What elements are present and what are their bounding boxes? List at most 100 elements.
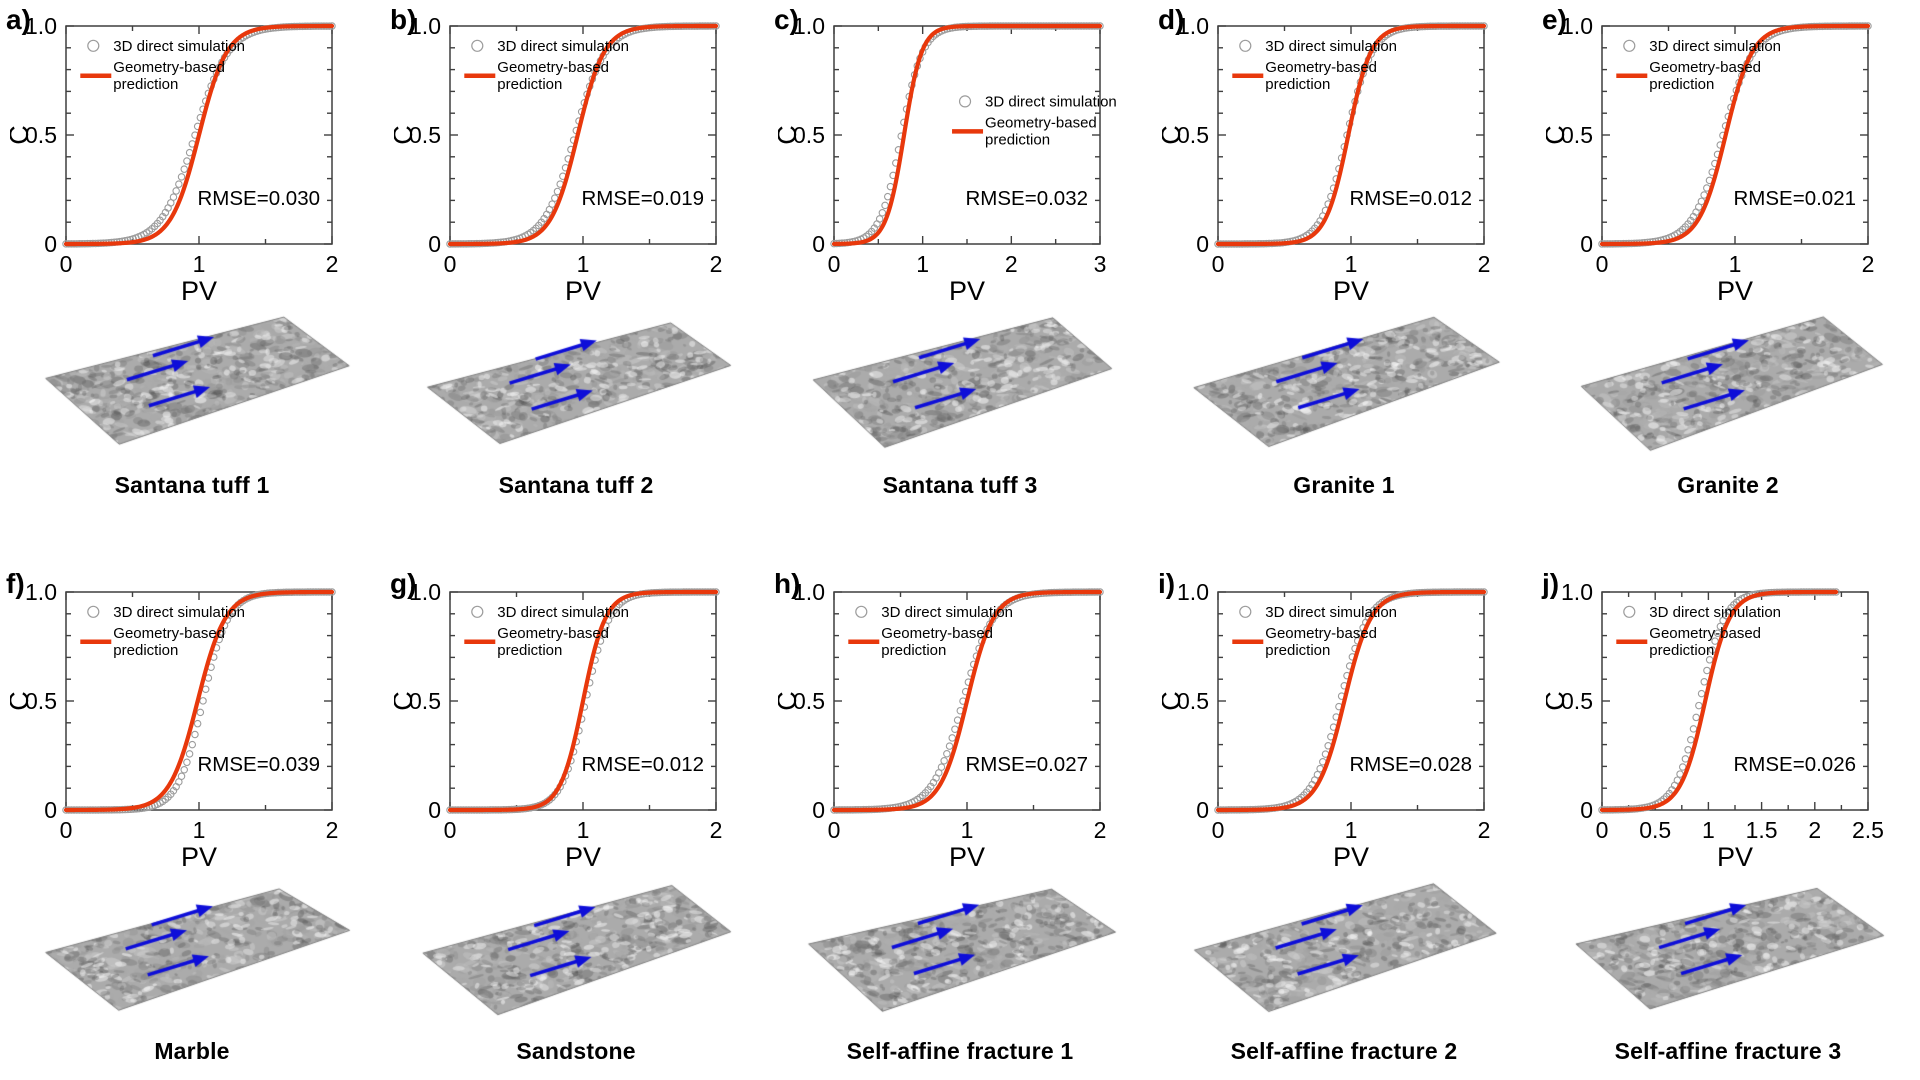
legend-pred-label-line1: Geometry-based — [113, 59, 225, 76]
breakthrough-curve-chart: 0 1 2 0 0.5 1.0 PV C 3D direct simulation Geometr… — [4, 568, 362, 872]
x-axis-tick-label: 1 — [193, 251, 206, 277]
x-axis-tick-label: 0 — [60, 251, 73, 277]
legend-sim-label: 3D direct simulation — [1265, 604, 1397, 621]
legend-pred-label-line1: Geometry-based — [985, 114, 1097, 131]
chart-svg: 0 1 2 3 0 0.5 1.0 PV C 3D direct simulation Geomet… — [772, 13, 1117, 306]
rock-name-label: Santana tuff 1 — [114, 472, 270, 498]
x-axis-tick-label: 2 — [1478, 251, 1491, 277]
y-axis-tick-label: 0.5 — [409, 688, 441, 714]
y-axis-title: C — [1162, 125, 1186, 145]
legend-pred-label-line1: Geometry-based — [881, 625, 993, 642]
x-axis-tick-label: 0 — [1596, 817, 1609, 843]
legend-sim-label: 3D direct simulation — [1649, 604, 1781, 621]
x-axis-title: PV — [949, 842, 985, 870]
legend-sim-marker-icon — [87, 605, 100, 618]
legend-sim-marker-icon — [471, 605, 484, 618]
x-axis-tick-label: 2.5 — [1852, 817, 1884, 843]
y-axis-tick-label: 0.5 — [1561, 688, 1593, 714]
y-axis-title: C — [1162, 691, 1186, 711]
rmse-annotation: RMSE=0.012 — [582, 753, 705, 776]
y-axis-tick-label: 0 — [44, 231, 57, 257]
chart-legend: 3D direct simulation Geometry-basedpredic… — [1232, 604, 1397, 659]
x-axis-tick-label: 1 — [1345, 251, 1358, 277]
y-axis-tick-label: 0.5 — [793, 688, 825, 714]
legend-pred-label-line2: prediction — [1265, 76, 1330, 93]
x-axis-title: PV — [181, 276, 217, 304]
x-axis-tick-label: 0 — [828, 251, 841, 277]
y-axis-tick-label: 0 — [1580, 231, 1593, 257]
prediction-line — [1215, 23, 1487, 247]
panel-f: f) 0 1 2 0 0.5 1.0 PV C 3D direct simulation Geom… — [0, 540, 384, 1080]
panel-letter: a) — [6, 4, 31, 35]
x-axis-title: PV — [565, 842, 601, 870]
breakthrough-curve-chart: 0 1 2 3 0 0.5 1.0 PV C 3D direct simulation Geomet… — [772, 2, 1130, 306]
y-axis-tick-label: 0.5 — [25, 122, 57, 148]
x-axis-tick-label: 1 — [1729, 251, 1742, 277]
breakthrough-curve-chart: 0 1 2 0 0.5 1.0 PV C 3D direct simulation Geometr… — [388, 2, 746, 306]
y-axis-title: C — [394, 125, 418, 145]
chart-svg: 0 1 2 0 0.5 1.0 PV C 3D direct simulation Geometr… — [388, 579, 723, 872]
legend-sim-label: 3D direct simulation — [497, 38, 629, 55]
legend-sim-marker-icon — [471, 39, 484, 52]
x-axis-tick-label: 1 — [961, 817, 974, 843]
simulation-markers — [830, 22, 1104, 248]
fracture-surface-image — [1179, 878, 1509, 1020]
legend-sim-label: 3D direct simulation — [113, 604, 245, 621]
rock-name-label: Sandstone — [516, 1038, 636, 1064]
panel-letter: c) — [774, 4, 799, 35]
y-axis-title: C — [10, 691, 34, 711]
panel-i: i) 0 1 2 0 0.5 1.0 PV C 3D direct simulation Geom… — [1152, 540, 1536, 1080]
x-axis-title: PV — [1717, 276, 1753, 304]
x-axis-tick-label: 0 — [1212, 251, 1225, 277]
rock-name-label: Self-affine fracture 3 — [1614, 1038, 1842, 1064]
legend-sim-label: 3D direct simulation — [881, 604, 1013, 621]
breakthrough-curve-chart: 0 1 2 0 0.5 1.0 PV C 3D direct simulation Geometr… — [1156, 2, 1514, 306]
fracture-surface-image — [411, 878, 741, 1020]
legend-pred-label-line2: prediction — [497, 642, 562, 659]
x-axis-tick-label: 2 — [1094, 817, 1107, 843]
rmse-annotation: RMSE=0.039 — [198, 753, 321, 776]
x-axis-tick-label: 2 — [1862, 251, 1875, 277]
y-axis-tick-label: 1.0 — [793, 13, 825, 39]
panel-g: g) 0 1 2 0 0.5 1.0 PV C 3D direct simulation Geom… — [384, 540, 768, 1080]
simulation-markers — [1598, 22, 1872, 248]
x-axis-tick-label: 1 — [577, 817, 590, 843]
legend-pred-label-line2: prediction — [1649, 642, 1714, 659]
chart-svg: 0 1 2 0 0.5 1.0 PV C 3D direct simulation Geometr… — [4, 579, 338, 872]
chart-svg: 0 1 2 0 0.5 1.0 PV C 3D direct simulation Geometr… — [1156, 579, 1490, 872]
panel-c: c) 0 1 2 3 0 0.5 1.0 PV C 3D direct simulation Geo… — [768, 0, 1152, 540]
prediction-line — [1215, 589, 1487, 813]
simulation-markers — [446, 22, 720, 248]
y-axis-tick-label: 0 — [1196, 231, 1209, 257]
y-axis-title: C — [394, 691, 418, 711]
y-axis-title: C — [778, 125, 802, 145]
prediction-line — [63, 23, 335, 247]
panel-letter: f) — [6, 568, 25, 599]
legend-pred-label-line2: prediction — [1265, 642, 1330, 659]
y-axis-title: C — [10, 125, 34, 145]
rock-name-label: Granite 1 — [1293, 472, 1395, 498]
fracture-surface-image — [1563, 878, 1893, 1020]
prediction-line — [447, 23, 719, 247]
legend-pred-label-line1: Geometry-based — [497, 625, 609, 642]
legend-pred-label-line2: prediction — [113, 642, 178, 659]
y-axis-tick-label: 1.0 — [793, 579, 825, 605]
chart-legend: 3D direct simulation Geometry-basedpredic… — [464, 38, 629, 93]
x-axis-tick-label: 0 — [1212, 817, 1225, 843]
breakthrough-curve-chart: 0 1 2 0 0.5 1.0 PV C 3D direct simulation Geometr… — [1156, 568, 1514, 872]
rock-name-label: Granite 2 — [1677, 472, 1779, 498]
x-axis-tick-label: 2 — [710, 251, 723, 277]
legend-pred-label-line1: Geometry-based — [1649, 625, 1761, 642]
y-axis-tick-label: 0.5 — [793, 122, 825, 148]
x-axis-tick-label: 2 — [326, 251, 339, 277]
x-axis-title: PV — [565, 276, 601, 304]
y-axis-tick-label: 0.5 — [25, 688, 57, 714]
panel-letter: e) — [1542, 4, 1567, 35]
x-axis-tick-label: 2 — [710, 817, 723, 843]
axis-ticks — [833, 25, 1101, 245]
breakthrough-curve-chart: 0 0.5 1 1.5 2 2.5 0 0.5 1.0 PV C 3D direct simulati… — [1540, 568, 1898, 872]
chart-svg: 0 1 2 0 0.5 1.0 PV C 3D direct simulation Geometr… — [388, 13, 723, 306]
y-axis-tick-label: 0.5 — [409, 122, 441, 148]
prediction-line — [447, 589, 719, 813]
axis-ticks — [1601, 591, 1869, 811]
